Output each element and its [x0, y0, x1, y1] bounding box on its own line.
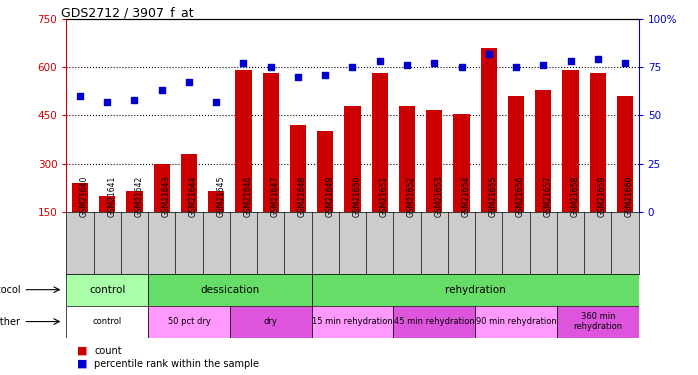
Text: GSM21653: GSM21653	[434, 176, 443, 217]
Point	[238, 60, 249, 66]
Text: 50 pct dry: 50 pct dry	[168, 317, 210, 326]
Point	[320, 72, 331, 78]
Point	[184, 80, 195, 86]
Point	[510, 64, 521, 70]
Point	[156, 87, 168, 93]
Text: GSM21647: GSM21647	[271, 176, 280, 217]
Bar	[481, 48, 497, 212]
Bar	[230, 306, 311, 338]
Point	[401, 62, 413, 68]
Bar	[617, 96, 633, 212]
Point	[565, 58, 576, 64]
Bar	[72, 183, 88, 212]
Text: 45 min rehydration: 45 min rehydration	[394, 317, 475, 326]
Text: GSM21642: GSM21642	[135, 176, 144, 217]
Bar	[394, 306, 475, 338]
Point	[211, 99, 222, 105]
Point	[483, 51, 494, 57]
Text: GSM21645: GSM21645	[216, 176, 225, 217]
Text: GSM21650: GSM21650	[352, 176, 362, 217]
Text: ■: ■	[77, 346, 87, 355]
Text: GSM21646: GSM21646	[244, 176, 253, 217]
Bar	[426, 111, 443, 212]
Text: 360 min
rehydration: 360 min rehydration	[573, 312, 623, 331]
Text: GSM21652: GSM21652	[407, 176, 416, 217]
Text: dessication: dessication	[200, 285, 260, 295]
Bar	[344, 106, 361, 212]
Point	[374, 58, 385, 64]
Text: GDS2712 / 3907_f_at: GDS2712 / 3907_f_at	[61, 6, 193, 19]
Bar	[535, 90, 551, 212]
Text: GSM21656: GSM21656	[516, 176, 525, 217]
Point	[102, 99, 113, 105]
Text: GSM21657: GSM21657	[543, 176, 552, 217]
Text: 90 min rehydration: 90 min rehydration	[475, 317, 556, 326]
Bar	[148, 274, 311, 306]
Bar	[99, 196, 115, 212]
Text: rehydration: rehydration	[445, 285, 505, 295]
Point	[537, 62, 549, 68]
Text: GSM21658: GSM21658	[570, 176, 579, 217]
Text: GSM21649: GSM21649	[325, 176, 334, 217]
Text: count: count	[94, 346, 122, 355]
Text: GSM21659: GSM21659	[597, 176, 607, 217]
Bar	[371, 74, 388, 212]
Text: other: other	[0, 316, 20, 327]
Text: control: control	[89, 285, 126, 295]
Bar	[475, 306, 557, 338]
Bar	[590, 74, 606, 212]
Point	[619, 60, 630, 66]
Bar	[563, 70, 579, 212]
Bar	[453, 114, 470, 212]
Bar	[399, 106, 415, 212]
Text: control: control	[93, 317, 122, 326]
Point	[592, 56, 603, 62]
Bar	[290, 125, 306, 212]
Text: protocol: protocol	[0, 285, 20, 295]
Text: GSM21651: GSM21651	[380, 176, 389, 217]
Bar	[235, 70, 252, 212]
Text: GSM21648: GSM21648	[298, 176, 307, 217]
Bar	[181, 154, 197, 212]
Bar	[66, 306, 148, 338]
Bar	[148, 306, 230, 338]
Point	[429, 60, 440, 66]
Text: dry: dry	[264, 317, 278, 326]
Bar	[126, 191, 142, 212]
Text: GSM21641: GSM21641	[107, 176, 116, 217]
Bar	[317, 131, 334, 212]
Point	[265, 64, 276, 70]
Text: GSM21654: GSM21654	[461, 176, 470, 217]
Bar	[311, 274, 639, 306]
Text: 15 min rehydration: 15 min rehydration	[312, 317, 393, 326]
Point	[129, 97, 140, 103]
Text: GSM21660: GSM21660	[625, 176, 634, 217]
Bar	[311, 306, 394, 338]
Point	[456, 64, 467, 70]
Bar	[508, 96, 524, 212]
Bar	[262, 74, 279, 212]
Bar	[154, 164, 170, 212]
Text: ■: ■	[77, 359, 87, 369]
Bar	[66, 274, 148, 306]
Text: percentile rank within the sample: percentile rank within the sample	[94, 359, 259, 369]
Point	[292, 74, 304, 80]
Text: GSM21640: GSM21640	[80, 176, 89, 217]
Text: GSM21655: GSM21655	[489, 176, 498, 217]
Bar	[557, 306, 639, 338]
Text: GSM21643: GSM21643	[162, 176, 171, 217]
Bar	[208, 191, 224, 212]
Point	[75, 93, 86, 99]
Text: GSM21644: GSM21644	[189, 176, 198, 217]
Point	[347, 64, 358, 70]
